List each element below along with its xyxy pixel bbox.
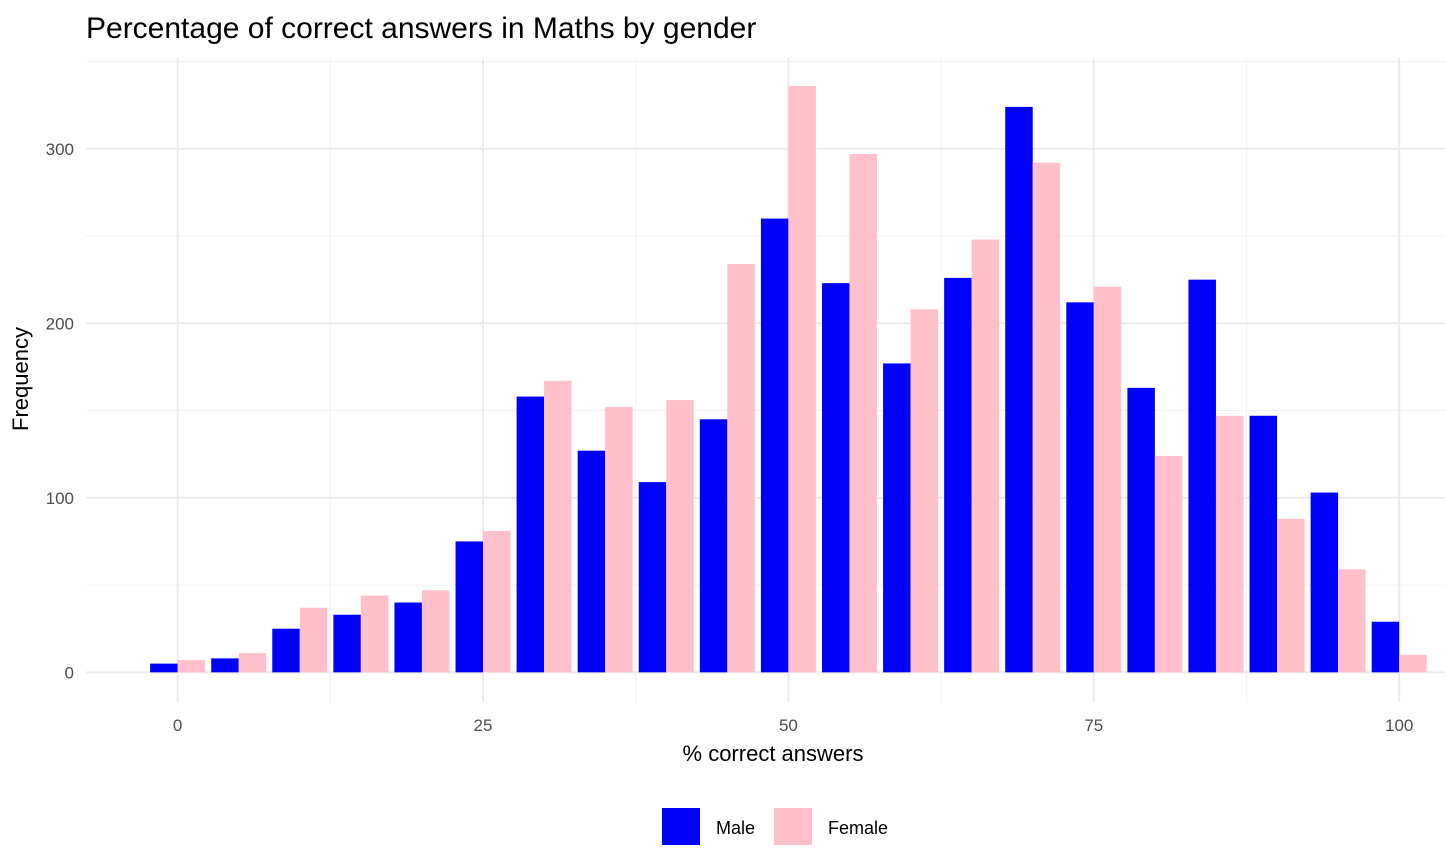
bar-male xyxy=(516,396,545,673)
bar-female xyxy=(1338,569,1366,673)
bar-female xyxy=(666,400,694,673)
x-tick-label: 25 xyxy=(474,716,493,735)
x-axis-title: % correct answers xyxy=(683,741,864,766)
bar-female xyxy=(421,590,450,673)
x-tick-label: 75 xyxy=(1084,716,1103,735)
bar-female xyxy=(971,239,1000,673)
bar-female xyxy=(299,607,328,673)
bars xyxy=(150,85,1427,673)
x-axis-tick-labels: 0 25 50 75 100 xyxy=(173,716,1413,735)
x-tick-label: 50 xyxy=(779,716,798,735)
bar-male xyxy=(1188,279,1216,673)
bar-male xyxy=(883,363,911,673)
bar-male xyxy=(944,277,972,673)
y-tick-label: 100 xyxy=(46,489,74,508)
y-axis-title: Frequency xyxy=(8,327,33,431)
y-tick-label: 300 xyxy=(46,140,74,159)
bar-male xyxy=(1310,492,1339,673)
legend-key-male xyxy=(662,808,700,845)
bar-male xyxy=(333,614,361,673)
bar-female xyxy=(910,309,939,673)
bar-male xyxy=(699,419,728,673)
bar-male xyxy=(455,541,484,673)
bar-male xyxy=(760,218,789,673)
bar-female xyxy=(544,380,572,673)
legend-label-female: Female xyxy=(828,818,888,838)
legend-key-female xyxy=(774,808,812,845)
bar-male xyxy=(1005,106,1033,673)
x-tick-label: 100 xyxy=(1385,716,1413,735)
bar-male xyxy=(638,482,667,673)
chart-title: Percentage of correct answers in Maths b… xyxy=(86,12,756,45)
bar-male xyxy=(150,663,178,673)
bar-male xyxy=(821,283,850,673)
bar-female xyxy=(1032,162,1061,673)
bar-male xyxy=(394,602,422,673)
legend-label-male: Male xyxy=(716,818,755,838)
bar-male xyxy=(272,628,300,673)
bar-female xyxy=(1215,415,1244,673)
bar-female xyxy=(788,85,816,673)
bar-female xyxy=(1093,286,1122,673)
bar-female xyxy=(1277,518,1305,673)
bar-female xyxy=(238,653,267,673)
bar-female xyxy=(360,595,389,673)
y-tick-label: 0 xyxy=(65,663,74,682)
bar-female xyxy=(177,660,206,673)
bar-male xyxy=(1371,621,1400,673)
y-axis-tick-labels: 0 100 200 300 xyxy=(46,140,74,683)
bar-male xyxy=(577,450,606,673)
bar-male xyxy=(1127,387,1155,673)
bar-female xyxy=(1399,654,1427,673)
bar-female xyxy=(727,263,755,673)
legend: Male Female xyxy=(662,808,888,845)
bar-male xyxy=(211,658,239,673)
bar-female xyxy=(483,530,511,673)
bar-male xyxy=(1249,415,1278,673)
bar-female xyxy=(1154,455,1183,673)
bar-female xyxy=(849,153,877,673)
bar-female xyxy=(605,407,633,673)
bar-male xyxy=(1066,302,1094,673)
x-tick-label: 0 xyxy=(173,716,182,735)
y-tick-label: 200 xyxy=(46,314,74,333)
